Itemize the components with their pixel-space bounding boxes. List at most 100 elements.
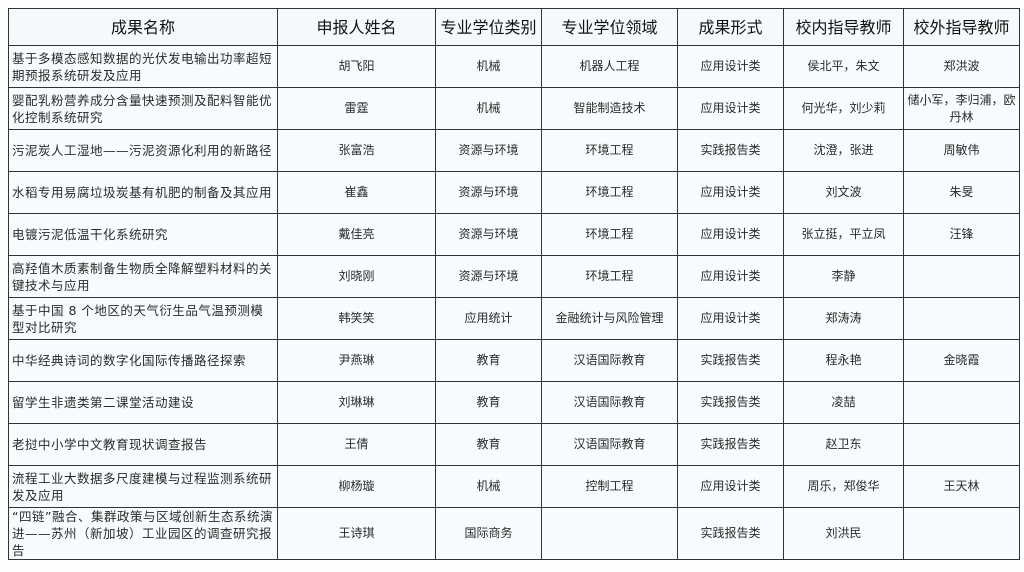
cell-degree-field: 汉语国际教育 xyxy=(541,339,678,382)
cell-degree-field: 环境工程 xyxy=(541,171,678,214)
cell-degree-category: 教育 xyxy=(435,381,542,424)
cell-degree-category: 机械 xyxy=(435,87,542,130)
cell-achievement-form: 应用设计类 xyxy=(677,45,784,88)
cell-external-advisor: 王天林 xyxy=(903,465,1020,508)
cell-achievement-form: 应用设计类 xyxy=(677,297,784,340)
cell-applicant-name: 王倩 xyxy=(277,423,436,466)
cell-external-advisor: 郑洪波 xyxy=(903,45,1020,88)
cell-internal-advisor: 李静 xyxy=(783,255,904,298)
cell-degree-category: 资源与环境 xyxy=(435,213,542,256)
table-row: 留学生非遗类第二课堂活动建设 刘琳琳 教育 汉语国际教育 实践报告类 凌喆 xyxy=(8,381,1020,424)
cell-degree-category: 教育 xyxy=(435,339,542,382)
cell-external-advisor: 周敏伟 xyxy=(903,129,1020,172)
cell-degree-field: 汉语国际教育 xyxy=(541,381,678,424)
header-internal-advisor: 校内指导教师 xyxy=(783,8,904,46)
cell-degree-category: 机械 xyxy=(435,465,542,508)
table-row: 污泥炭人工湿地——污泥资源化利用的新路径 张富浩 资源与环境 环境工程 实践报告类 沈澄，… xyxy=(8,129,1020,172)
cell-external-advisor: 储小军，李归浦，欧丹林 xyxy=(903,87,1020,130)
cell-achievement-name: 基于多模态感知数据的光伏发电输出功率超短期预报系统研发及应用 xyxy=(8,45,278,88)
cell-external-advisor xyxy=(903,507,1020,560)
cell-internal-advisor: 郑涛涛 xyxy=(783,297,904,340)
cell-external-advisor xyxy=(903,381,1020,424)
cell-achievement-name: 中华经典诗词的数字化国际传播路径探索 xyxy=(8,339,278,382)
cell-achievement-form: 实践报告类 xyxy=(677,423,784,466)
cell-achievement-name: 婴配乳粉营养成分含量快速预测及配料智能优化控制系统研究 xyxy=(8,87,278,130)
cell-applicant-name: 戴佳亮 xyxy=(277,213,436,256)
cell-external-advisor xyxy=(903,255,1020,298)
header-achievement-name: 成果名称 xyxy=(8,8,278,46)
cell-internal-advisor: 周乐，郑俊华 xyxy=(783,465,904,508)
table-row: 电镀污泥低温干化系统研究 戴佳亮 资源与环境 环境工程 应用设计类 张立挺，平立凤 汪锋 xyxy=(8,213,1020,256)
cell-degree-category: 国际商务 xyxy=(435,507,542,560)
cell-applicant-name: 王诗琪 xyxy=(277,507,436,560)
cell-degree-field: 环境工程 xyxy=(541,213,678,256)
table-row: 基于中国 8 个地区的天气衍生品气温预测模型对比研究 韩笑笑 应用统计 金融统计与风险… xyxy=(8,297,1020,340)
cell-applicant-name: 刘琳琳 xyxy=(277,381,436,424)
cell-external-advisor xyxy=(903,297,1020,340)
cell-achievement-form: 应用设计类 xyxy=(677,255,784,298)
header-achievement-form: 成果形式 xyxy=(677,8,784,46)
cell-achievement-name: 基于中国 8 个地区的天气衍生品气温预测模型对比研究 xyxy=(8,297,278,340)
table-row: 水稻专用易腐垃圾炭基有机肥的制备及其应用 崔鑫 资源与环境 环境工程 应用设计类 刘文波朱… xyxy=(8,171,1020,214)
cell-internal-advisor: 程永艳 xyxy=(783,339,904,382)
cell-degree-category: 应用统计 xyxy=(435,297,542,340)
header-row: 成果名称 申报人姓名 专业学位类别 专业学位领域 成果形式 校内指导教师 校外指导教师 xyxy=(8,8,1020,46)
cell-degree-field: 环境工程 xyxy=(541,255,678,298)
table-row: 基于多模态感知数据的光伏发电输出功率超短期预报系统研发及应用 胡飞阳 机械 机器人工程… xyxy=(8,45,1020,88)
cell-applicant-name: 尹燕琳 xyxy=(277,339,436,382)
cell-internal-advisor: 张立挺，平立凤 xyxy=(783,213,904,256)
cell-external-advisor: 汪锋 xyxy=(903,213,1020,256)
cell-applicant-name: 韩笑笑 xyxy=(277,297,436,340)
cell-achievement-form: 应用设计类 xyxy=(677,171,784,214)
cell-internal-advisor: 侯北平，朱文 xyxy=(783,45,904,88)
cell-internal-advisor: 刘洪民 xyxy=(783,507,904,560)
cell-achievement-form: 应用设计类 xyxy=(677,87,784,130)
cell-achievement-name: 留学生非遗类第二课堂活动建设 xyxy=(8,381,278,424)
table-row: “四链”融合、集群政策与区域创新生态系统演进——苏州（新加坡）工业园区的调查研究… xyxy=(8,507,1020,560)
cell-achievement-name: “四链”融合、集群政策与区域创新生态系统演进——苏州（新加坡）工业园区的调查研究… xyxy=(8,507,278,560)
header-degree-field: 专业学位领域 xyxy=(541,8,678,46)
cell-internal-advisor: 何光华，刘少莉 xyxy=(783,87,904,130)
cell-achievement-form: 实践报告类 xyxy=(677,339,784,382)
cell-applicant-name: 胡飞阳 xyxy=(277,45,436,88)
cell-achievement-name: 高羟值木质素制备生物质全降解塑料材料的关键技术与应用 xyxy=(8,255,278,298)
cell-degree-category: 资源与环境 xyxy=(435,171,542,214)
table-row: 老挝中小学中文教育现状调查报告 王倩 教育 汉语国际教育 实践报告类 赵卫东 xyxy=(8,423,1020,466)
cell-degree-category: 机械 xyxy=(435,45,542,88)
cell-achievement-form: 实践报告类 xyxy=(677,129,784,172)
cell-external-advisor xyxy=(903,423,1020,466)
cell-internal-advisor: 凌喆 xyxy=(783,381,904,424)
achievements-table: 成果名称 申报人姓名 专业学位类别 专业学位领域 成果形式 校内指导教师 校外指导教师 基于… xyxy=(8,8,1020,560)
cell-achievement-name: 电镀污泥低温干化系统研究 xyxy=(8,213,278,256)
table-row: 流程工业大数据多尺度建模与过程监测系统研发及应用 柳杨璇 机械 控制工程 应用设计类 周乐… xyxy=(8,465,1020,508)
cell-degree-field: 控制工程 xyxy=(541,465,678,508)
cell-applicant-name: 雷霆 xyxy=(277,87,436,130)
table-row: 婴配乳粉营养成分含量快速预测及配料智能优化控制系统研究 雷霆 机械 智能制造技术 应用设… xyxy=(8,87,1020,130)
cell-external-advisor: 金晓霞 xyxy=(903,339,1020,382)
cell-achievement-form: 应用设计类 xyxy=(677,213,784,256)
cell-degree-category: 资源与环境 xyxy=(435,255,542,298)
cell-degree-field: 金融统计与风险管理 xyxy=(541,297,678,340)
cell-achievement-form: 实践报告类 xyxy=(677,507,784,560)
cell-external-advisor: 朱旻 xyxy=(903,171,1020,214)
header-applicant-name: 申报人姓名 xyxy=(277,8,436,46)
cell-applicant-name: 柳杨璇 xyxy=(277,465,436,508)
cell-degree-field xyxy=(541,507,678,560)
cell-achievement-name: 污泥炭人工湿地——污泥资源化利用的新路径 xyxy=(8,129,278,172)
cell-degree-category: 教育 xyxy=(435,423,542,466)
table-row: 中华经典诗词的数字化国际传播路径探索 尹燕琳 教育 汉语国际教育 实践报告类 程永艳 金晓霞 xyxy=(8,339,1020,382)
cell-applicant-name: 张富浩 xyxy=(277,129,436,172)
cell-degree-field: 汉语国际教育 xyxy=(541,423,678,466)
cell-achievement-form: 实践报告类 xyxy=(677,381,784,424)
cell-achievement-name: 流程工业大数据多尺度建模与过程监测系统研发及应用 xyxy=(8,465,278,508)
header-external-advisor: 校外指导教师 xyxy=(903,8,1020,46)
cell-degree-category: 资源与环境 xyxy=(435,129,542,172)
cell-internal-advisor: 刘文波 xyxy=(783,171,904,214)
table-row: 高羟值木质素制备生物质全降解塑料材料的关键技术与应用 刘晓刚 资源与环境 环境工程 应用… xyxy=(8,255,1020,298)
header-degree-category: 专业学位类别 xyxy=(435,8,542,46)
cell-degree-field: 智能制造技术 xyxy=(541,87,678,130)
cell-achievement-name: 水稻专用易腐垃圾炭基有机肥的制备及其应用 xyxy=(8,171,278,214)
cell-applicant-name: 刘晓刚 xyxy=(277,255,436,298)
cell-degree-field: 环境工程 xyxy=(541,129,678,172)
cell-internal-advisor: 沈澄，张进 xyxy=(783,129,904,172)
